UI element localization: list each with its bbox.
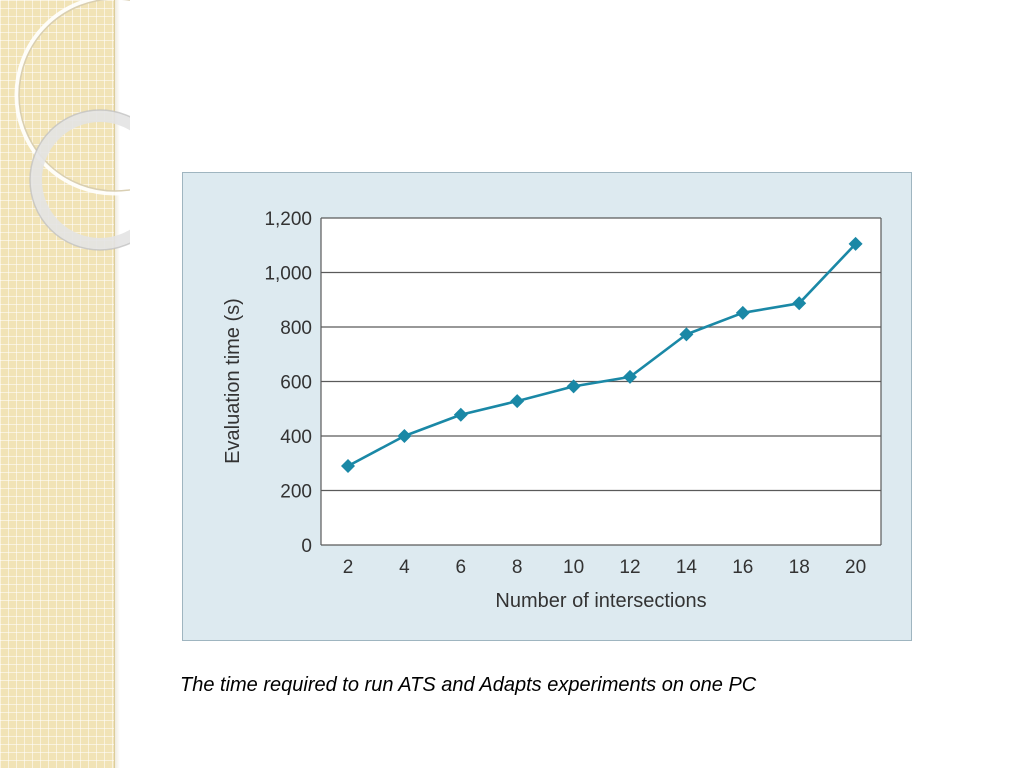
x-tick-label: 16 bbox=[732, 557, 753, 578]
data-point-diamond bbox=[566, 379, 581, 394]
y-axis-title: Evaluation time (s) bbox=[222, 298, 244, 464]
x-tick-labels: 2 4 6 8 10 12 14 16 18 20 bbox=[343, 557, 866, 578]
x-tick-label: 12 bbox=[619, 557, 640, 578]
data-point-diamond bbox=[510, 394, 525, 409]
x-tick-label: 8 bbox=[512, 557, 523, 578]
x-tick-label: 10 bbox=[563, 557, 584, 578]
y-tick-label: 200 bbox=[280, 482, 312, 503]
x-tick-label: 6 bbox=[456, 557, 467, 578]
y-tick-label: 600 bbox=[280, 373, 312, 394]
x-axis-title: Number of intersections bbox=[495, 590, 706, 612]
data-point-diamond bbox=[848, 236, 863, 251]
x-tick-label: 4 bbox=[399, 557, 410, 578]
data-point-diamond bbox=[453, 407, 468, 422]
y-tick-label: 0 bbox=[301, 536, 312, 557]
y-tick-label: 400 bbox=[280, 427, 312, 448]
data-point-diamond bbox=[679, 327, 694, 342]
y-tick-label: 800 bbox=[280, 318, 312, 339]
data-point-diamond bbox=[341, 458, 355, 473]
side-strip-shadow bbox=[114, 0, 120, 768]
series-line bbox=[347, 242, 857, 468]
y-tick-label: 1,200 bbox=[264, 209, 312, 230]
series-markers bbox=[341, 236, 863, 473]
decorative-rings bbox=[14, 0, 130, 251]
gridlines bbox=[321, 217, 881, 546]
y-tick-labels: 0 200 400 600 800 1,000 1,200 bbox=[264, 209, 312, 557]
data-point-diamond bbox=[397, 429, 412, 443]
x-tick-label: 18 bbox=[789, 557, 810, 578]
x-tick-label: 14 bbox=[676, 557, 698, 578]
line-chart: 0 200 400 600 800 1,000 1,200 2 4 6 8 10 12 14 16 18 20… bbox=[222, 209, 882, 612]
data-point-diamond bbox=[792, 296, 807, 311]
series-polyline bbox=[347, 242, 857, 468]
chart-panel: 0 200 400 600 800 1,000 1,200 2 4 6 8 10 12 14 16 18 20… bbox=[182, 172, 912, 641]
data-point-diamond bbox=[735, 305, 750, 320]
y-tick-label: 1,000 bbox=[264, 264, 312, 285]
data-point-diamond bbox=[623, 369, 637, 384]
x-tick-label: 2 bbox=[343, 557, 354, 578]
x-tick-label: 20 bbox=[845, 557, 866, 578]
slide-caption: The time required to run ATS and Adapts … bbox=[180, 674, 757, 696]
